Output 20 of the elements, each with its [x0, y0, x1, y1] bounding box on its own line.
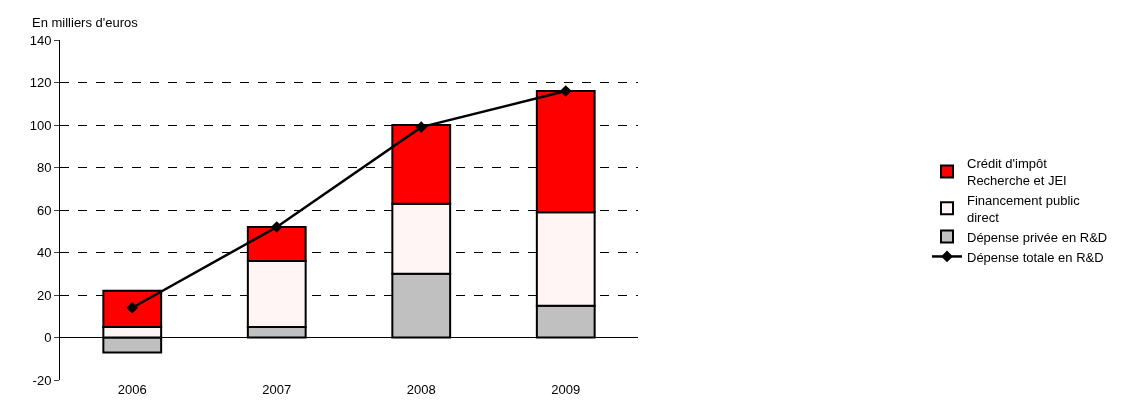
y-tick-label: 0	[44, 330, 52, 346]
y-tick-label: 140	[29, 32, 52, 48]
y-axis-title: En milliers d'euros	[32, 15, 139, 30]
legend-label: Dépense privée en R&D	[967, 229, 1108, 245]
legend-label: Dépense totale en R&D	[967, 249, 1104, 265]
y-tick-label: 80	[36, 160, 52, 176]
x-tick-label: 2006	[117, 382, 147, 397]
point	[415, 121, 428, 133]
point	[126, 301, 139, 314]
y-tick-label: 40	[36, 245, 52, 261]
legend-label: Crédit d'impôt Recherche et JEI	[967, 156, 1067, 188]
y-tick-label: 20	[36, 287, 52, 303]
legend-label: Financement public direct	[967, 192, 1081, 225]
x-tick-label: 2008	[406, 382, 436, 397]
x-tick-label: 2009	[551, 382, 581, 397]
x-tick-label: 2007	[262, 382, 292, 397]
y-tick-label: -20	[32, 372, 52, 388]
y-tick-label: 60	[36, 202, 52, 218]
y-tick-label: 120	[29, 75, 52, 91]
y-tick-label: 100	[29, 117, 52, 133]
